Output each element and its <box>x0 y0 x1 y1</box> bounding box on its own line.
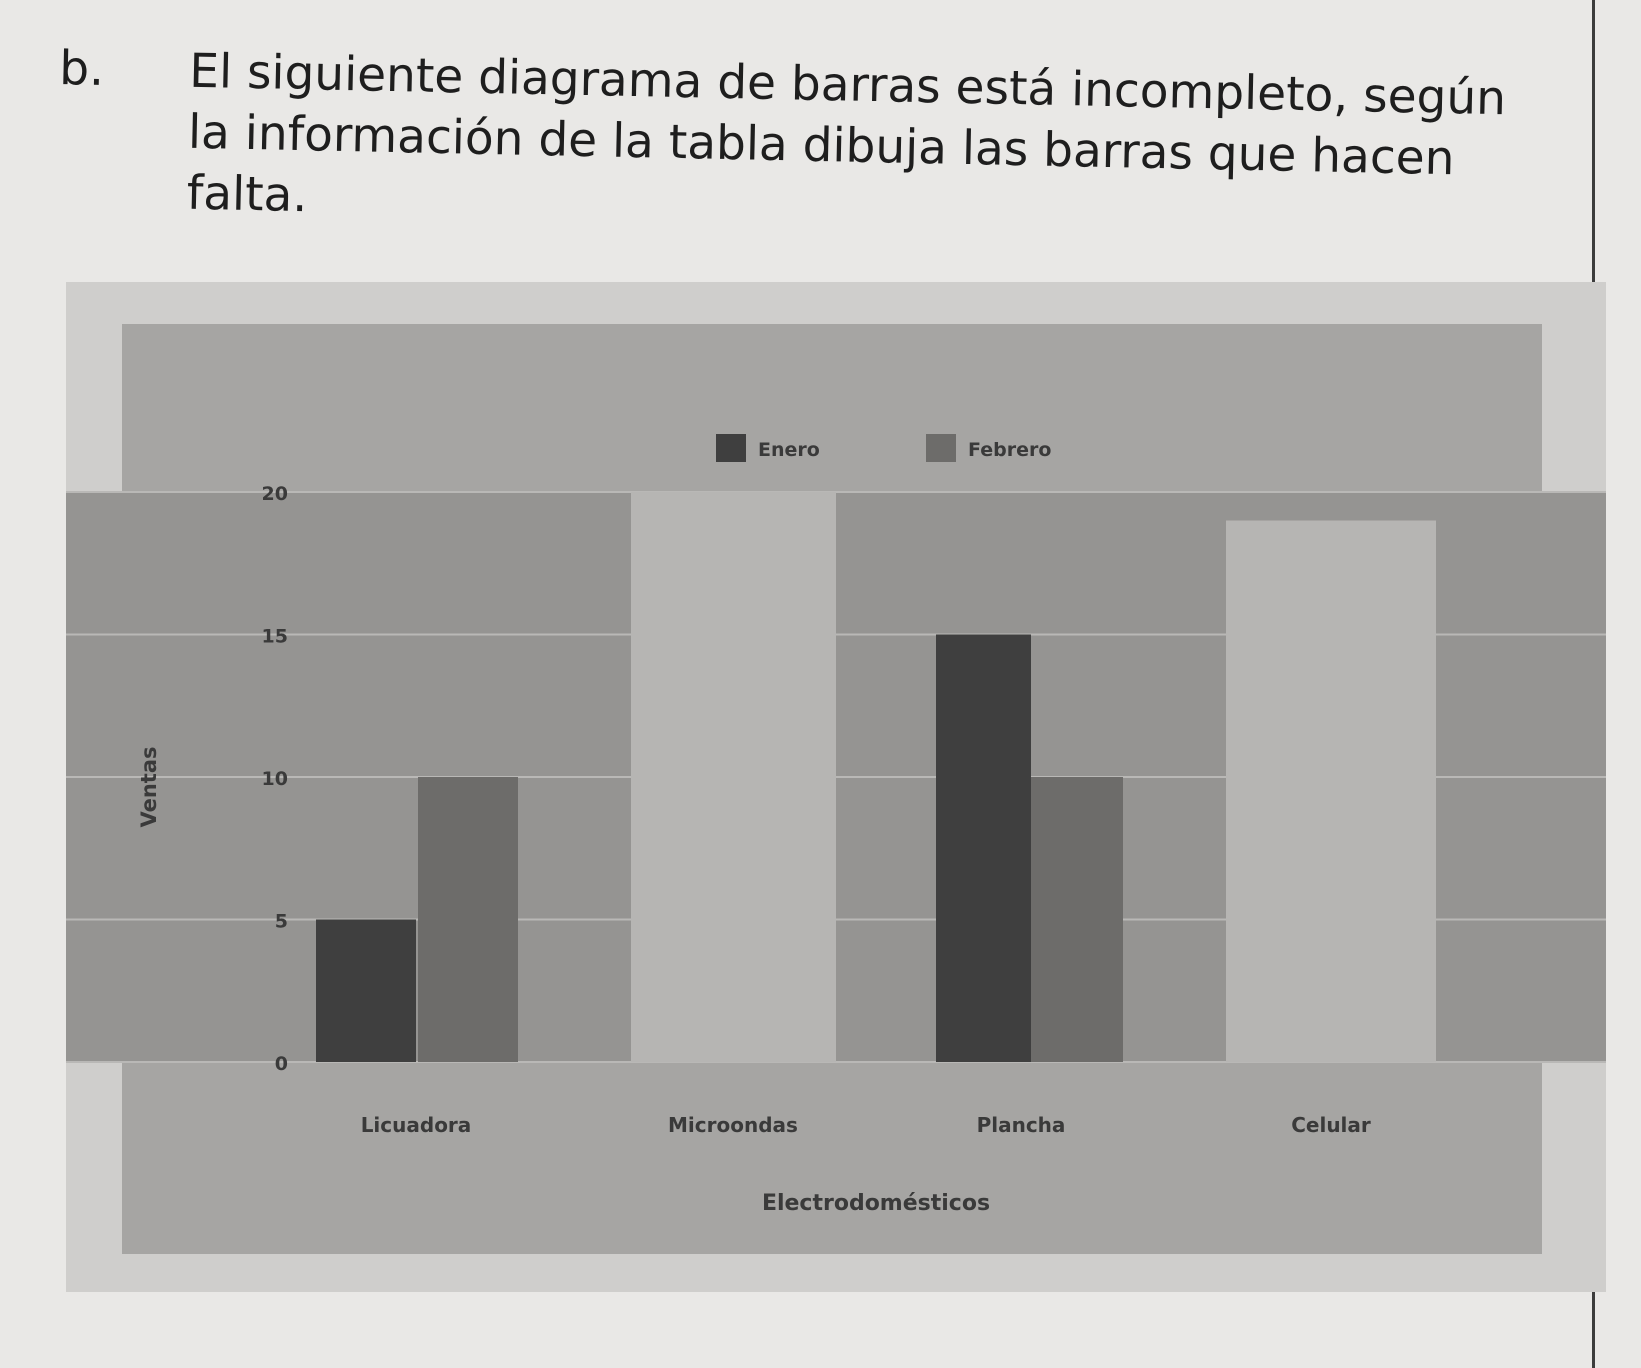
legend-swatch-enero <box>716 434 746 462</box>
placeholder-microondas <box>631 492 836 1062</box>
legend-label-febrero: Febrero <box>968 439 1051 461</box>
x-tick-microondas: Microondas <box>668 1113 798 1137</box>
legend-label-enero: Enero <box>758 439 820 461</box>
bar-enero-licuadora <box>316 919 416 1062</box>
x-tick-plancha: Plancha <box>977 1113 1066 1137</box>
bar-chart: 0 5 10 15 20 Licuadora Microondas Plancha Celul… <box>66 282 1606 1292</box>
bar-enero-plancha <box>936 634 1031 1062</box>
y-tick-10: 10 <box>262 768 288 790</box>
y-tick-5: 5 <box>275 911 288 933</box>
x-tick-labels: Licuadora Microondas Plancha Celular <box>361 1113 1371 1137</box>
placeholder-celular <box>1226 520 1436 1062</box>
x-tick-celular: Celular <box>1291 1113 1371 1137</box>
placeholder-blocks <box>631 492 1436 1062</box>
y-tick-labels: 0 5 10 15 20 <box>262 483 288 1075</box>
bar-febrero-licuadora <box>418 777 518 1062</box>
legend-swatch-febrero <box>926 434 956 462</box>
exercise-statement: b. El siguiente diagrama de barras está … <box>56 38 1560 252</box>
exercise-text: El siguiente diagrama de barras está inc… <box>186 43 1507 224</box>
x-tick-licuadora: Licuadora <box>361 1113 472 1137</box>
legend: Enero Febrero <box>716 434 1051 462</box>
exercise-label: b. <box>58 40 105 97</box>
y-tick-20: 20 <box>262 483 288 505</box>
x-axis-label: Electrodomésticos <box>762 1191 990 1216</box>
y-tick-15: 15 <box>262 626 288 648</box>
bar-chart-photo: 0 5 10 15 20 Licuadora Microondas Plancha Celul… <box>66 282 1606 1328</box>
y-axis-label: Ventas <box>137 746 161 827</box>
bar-febrero-plancha <box>1031 777 1123 1062</box>
bars <box>316 634 1123 1062</box>
y-tick-0: 0 <box>275 1053 288 1075</box>
